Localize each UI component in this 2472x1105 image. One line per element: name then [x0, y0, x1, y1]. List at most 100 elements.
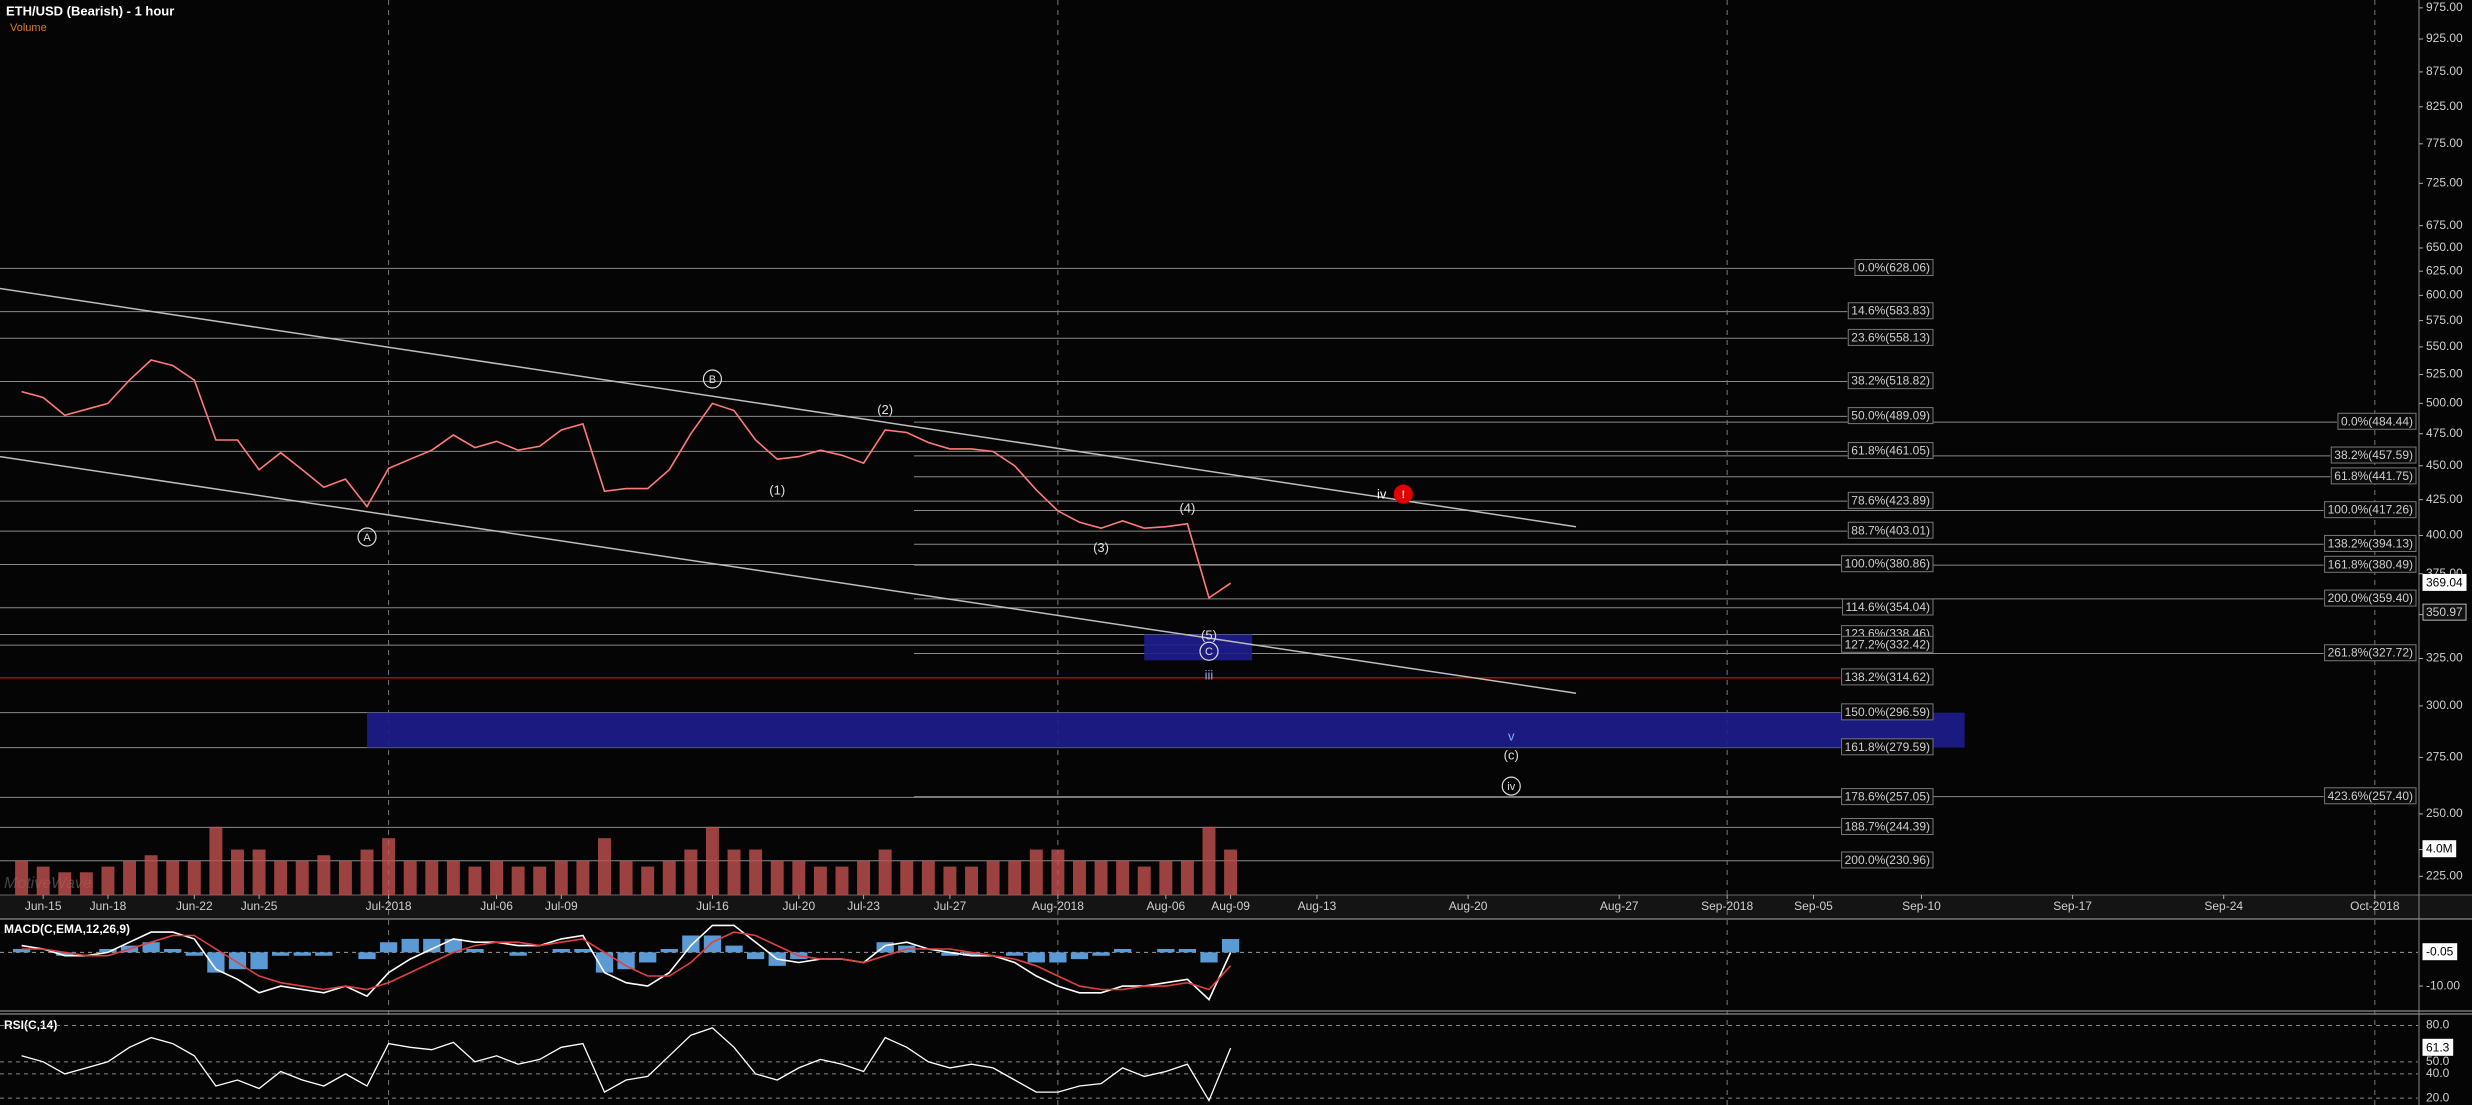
- fib-label-box: [1847, 521, 1934, 539]
- volume-bar: [187, 860, 201, 895]
- volume-bar: [749, 849, 763, 895]
- macd-histogram: [1221, 939, 1240, 953]
- volume-bar: [1116, 860, 1130, 895]
- wave-label: !: [1401, 489, 1405, 501]
- wave-label: iii: [1205, 668, 1214, 683]
- volume-bar: [900, 860, 914, 895]
- x-tick-label: Oct-2018: [2350, 899, 2400, 913]
- macd-histogram: [12, 948, 31, 953]
- fib-label: 78.6%(423.89): [1851, 493, 1930, 507]
- fib-label: 88.7%(403.01): [1851, 523, 1930, 537]
- volume-bar: [1159, 860, 1173, 895]
- fib-label-box: [2324, 589, 2417, 607]
- volume-bar: [533, 866, 547, 895]
- volume-bar: [576, 860, 590, 895]
- wave-circle: [1501, 776, 1521, 796]
- macd-histogram: [56, 952, 74, 956]
- wave-circle: [1393, 484, 1413, 504]
- volume-bar: [1094, 860, 1108, 895]
- volume-bar: [425, 860, 439, 895]
- fib-label: 138.2%(314.62): [1845, 670, 1930, 684]
- volume-bar: [662, 860, 676, 895]
- fib-label-box: [2324, 501, 2417, 519]
- volume-bar: [1029, 849, 1043, 895]
- volume-bar: [554, 860, 568, 895]
- volume-bar: [101, 866, 115, 895]
- fib-label: 200.0%(359.40): [2328, 591, 2413, 605]
- macd-histogram: [660, 948, 678, 953]
- x-tick-label: Jul-20: [782, 899, 815, 913]
- chart-title: ETH/USD (Bearish) - 1 hour: [6, 3, 174, 18]
- macd-histogram: [379, 942, 398, 953]
- wave-label: (2): [877, 402, 893, 417]
- volume-bar: [252, 849, 266, 895]
- rsi-last-box: [2422, 1038, 2454, 1056]
- volume-bar: [166, 860, 180, 895]
- fib-label-box: [1841, 555, 1934, 573]
- fib-label: 14.6%(583.83): [1851, 304, 1930, 318]
- y-tick-label: 650.00: [2426, 240, 2463, 254]
- last-price: 369.04: [2426, 575, 2463, 589]
- x-tick-label: Aug-09: [1211, 899, 1250, 913]
- volume-bar: [360, 849, 374, 895]
- fib-label-box: [1841, 598, 1934, 616]
- y-tick-label: 675.00: [2426, 218, 2463, 232]
- macd-histogram: [185, 952, 203, 956]
- volume-bar: [403, 860, 417, 895]
- fib-label: 61.8%(461.05): [1851, 444, 1930, 458]
- macd-histogram: [876, 942, 894, 953]
- volume-bar: [209, 826, 223, 895]
- macd-histogram: [639, 952, 657, 963]
- fib-label: 0.0%(484.44): [2341, 414, 2413, 428]
- trendline: [0, 287, 1577, 528]
- macd-histogram: [1049, 952, 1067, 963]
- wave-label: iv: [1507, 781, 1515, 793]
- macd-histogram: [99, 948, 117, 953]
- fib-label-box: [1847, 372, 1934, 390]
- volume-bar: [770, 860, 784, 895]
- macd-histogram: [164, 948, 182, 953]
- fib-label-box: [2324, 555, 2417, 573]
- fib-label: 200.0%(230.96): [1845, 853, 1930, 867]
- y-tick-label: 975.00: [2426, 0, 2463, 14]
- y-tick-label: 925.00: [2426, 31, 2463, 45]
- y-tick-label: 500.00: [2426, 396, 2463, 410]
- target-zone: [1144, 634, 1253, 661]
- fib-label: 178.6%(257.05): [1845, 790, 1930, 804]
- rsi-tick-label: 80.0: [2426, 1018, 2450, 1032]
- volume-bar: [382, 838, 396, 895]
- y-tick-label: 450.00: [2426, 458, 2463, 472]
- macd-histogram: [272, 952, 290, 956]
- fib-label: 127.2%(332.42): [1845, 637, 1930, 651]
- macd-histogram: [444, 938, 463, 953]
- x-tick-label: Sep-05: [1794, 899, 1833, 913]
- y-tick-label: 400.00: [2426, 528, 2463, 542]
- volume-bar: [641, 866, 655, 895]
- fib-label-box: [2330, 446, 2417, 464]
- macd-histogram: [617, 952, 635, 970]
- x-tick-label: Jul-27: [934, 899, 967, 913]
- fib-label: 61.8%(441.75): [2334, 469, 2413, 483]
- x-tick-label: Jun-25: [241, 899, 278, 913]
- date-axis-band: [0, 895, 2472, 919]
- x-tick-label: Aug-13: [1298, 899, 1337, 913]
- macd-histogram: [1092, 952, 1110, 956]
- volume-tick-label-box: [2422, 840, 2457, 858]
- macd-histogram: [358, 952, 376, 960]
- wave-label: B: [709, 374, 716, 386]
- y-tick-label: 825.00: [2426, 99, 2463, 113]
- macd-histogram: [552, 948, 570, 953]
- fib-label: 114.6%(354.04): [1845, 600, 1930, 614]
- fib-label-box: [1841, 635, 1934, 653]
- y-tick-label: 225.00: [2426, 868, 2463, 882]
- wave-label: iv: [1377, 487, 1387, 502]
- volume-bar: [338, 860, 352, 895]
- macd-histogram: [1200, 952, 1218, 963]
- x-tick-label: Jul-09: [545, 899, 578, 913]
- x-tick-label: Jun-18: [90, 899, 127, 913]
- macd-histogram: [1178, 948, 1197, 953]
- volume-tick-label: 4.0M: [2426, 842, 2453, 856]
- fib-label-box: [1841, 817, 1934, 835]
- x-tick-label: Jul-06: [480, 899, 513, 913]
